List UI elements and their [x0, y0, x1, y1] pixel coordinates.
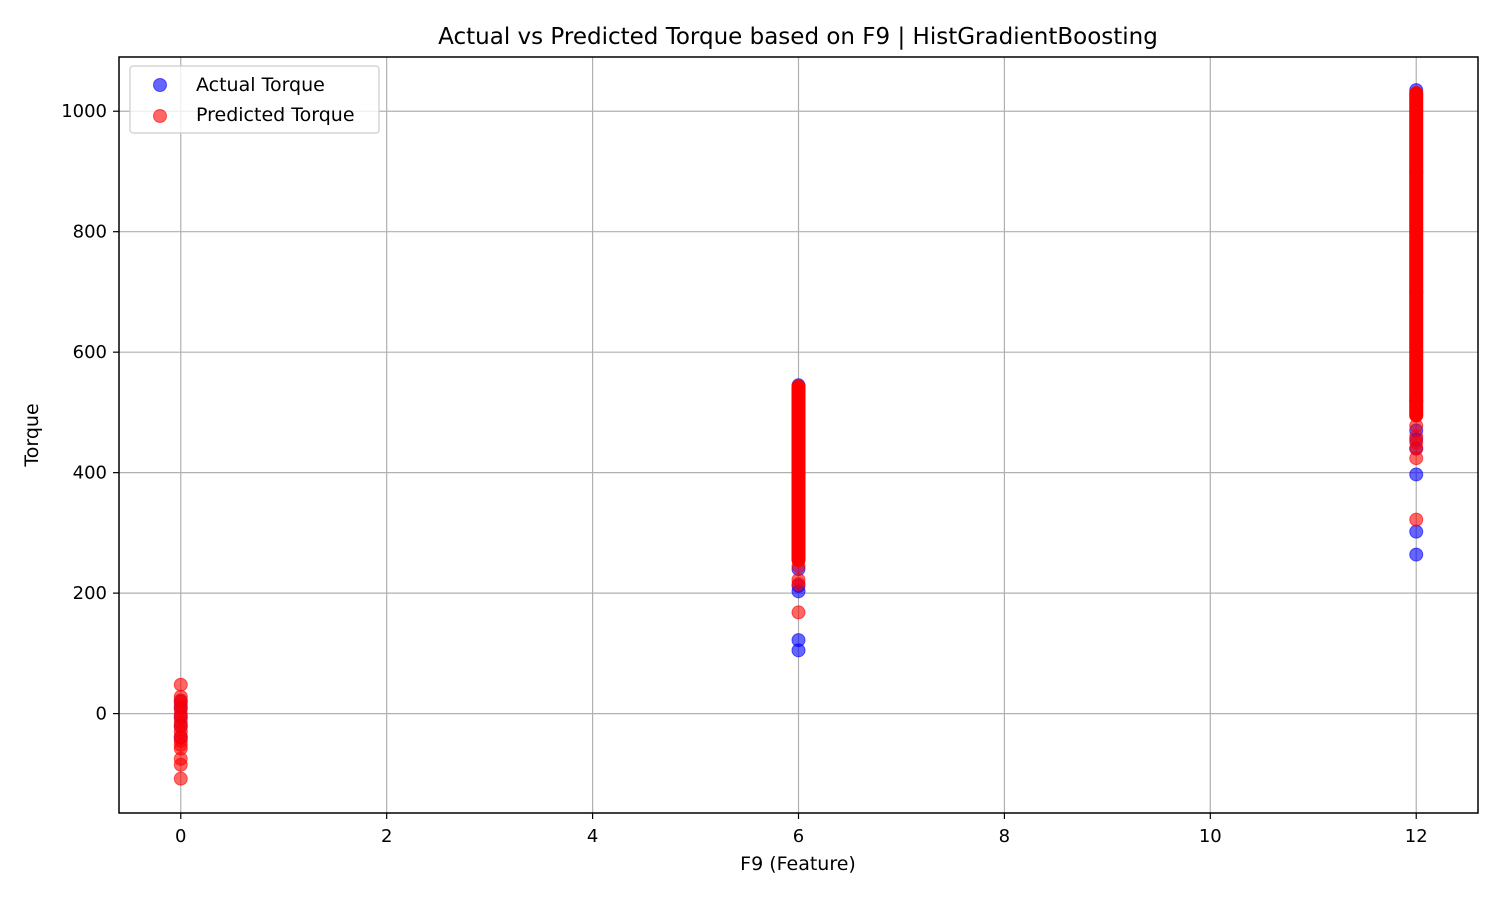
y-tick-label: 600 — [73, 342, 107, 363]
predicted-torque-point — [173, 689, 188, 704]
x-tick-label: 12 — [1405, 826, 1428, 847]
y-tick-label: 200 — [73, 583, 107, 604]
predicted-torque-point — [1409, 418, 1424, 433]
y-tick-label: 0 — [96, 704, 107, 725]
y-tick-label: 400 — [73, 463, 107, 484]
predicted-torque-point-band — [791, 379, 806, 567]
actual-torque-point — [1409, 547, 1424, 562]
x-axis-ticks: 0 2 4 6 8 10 12 — [175, 813, 1428, 847]
x-axis-label: F9 (Feature) — [740, 853, 856, 875]
actual-torque-point — [1409, 524, 1424, 539]
actual-torque-point — [791, 633, 806, 648]
x-tick-label: 2 — [381, 826, 392, 847]
predicted-torque-point-band — [1409, 86, 1424, 423]
predicted-torque-point — [173, 771, 188, 786]
actual-torque-point — [1409, 467, 1424, 482]
y-axis-label: Torque — [21, 403, 43, 467]
x-tick-label: 4 — [587, 826, 598, 847]
predicted-torque-series — [173, 86, 1424, 786]
chart-title: Actual vs Predicted Torque based on F9 |… — [438, 24, 1158, 50]
y-tick-label: 1000 — [61, 101, 107, 122]
x-tick-label: 6 — [793, 826, 804, 847]
legend-marker-predicted — [153, 109, 167, 123]
predicted-torque-point — [791, 605, 806, 620]
x-tick-label: 8 — [999, 826, 1010, 847]
x-tick-label: 0 — [175, 826, 186, 847]
y-tick-label: 800 — [73, 222, 107, 243]
predicted-torque-point — [1409, 512, 1424, 527]
x-tick-label: 10 — [1199, 826, 1222, 847]
legend: Actual Torque Predicted Torque — [129, 65, 380, 134]
legend-label-actual: Actual Torque — [196, 74, 325, 96]
predicted-torque-point — [173, 677, 188, 692]
predicted-torque-point — [791, 572, 806, 587]
y-axis-ticks: 0 200 400 600 800 1000 — [61, 101, 119, 725]
predicted-torque-point — [791, 559, 806, 574]
legend-box — [129, 65, 380, 134]
legend-marker-actual — [153, 78, 167, 92]
plot-area-frame — [118, 56, 1479, 814]
legend-label-predicted: Predicted Torque — [196, 104, 355, 126]
